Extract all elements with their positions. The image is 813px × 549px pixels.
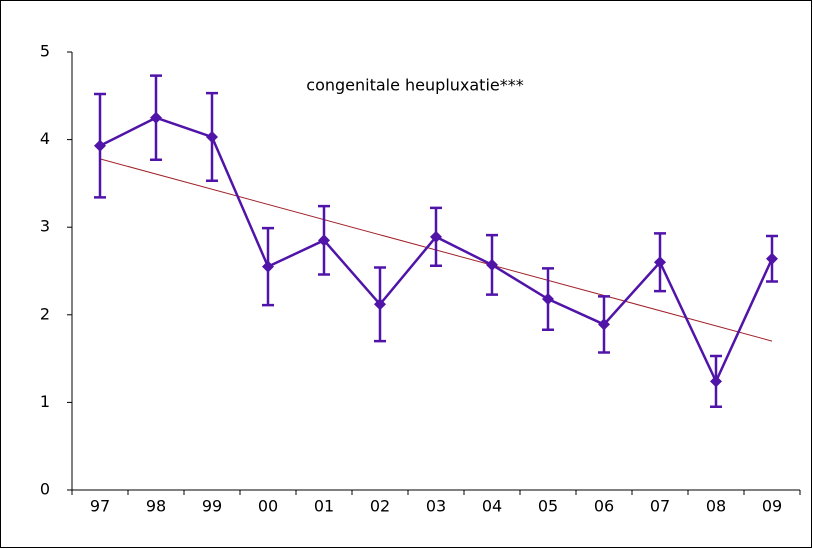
marker [598, 318, 610, 331]
y-tick-label: 1 [40, 392, 50, 411]
x-tick-label: 99 [202, 497, 222, 516]
x-tick-label: 08 [706, 497, 726, 516]
marker [150, 111, 162, 124]
marker [206, 130, 218, 143]
y-tick-label: 0 [40, 480, 50, 499]
y-tick-label: 4 [40, 129, 50, 148]
x-tick-label: 03 [426, 497, 446, 516]
marker [94, 139, 106, 152]
x-tick-label: 06 [594, 497, 614, 516]
x-tick-label: 05 [538, 497, 558, 516]
marker [654, 256, 666, 269]
marker [486, 258, 498, 271]
marker [374, 298, 386, 311]
marker [542, 293, 554, 306]
marker [318, 234, 330, 247]
x-tick-label: 97 [90, 497, 110, 516]
y-tick-label: 5 [40, 42, 50, 61]
chart-title: congenitale heupluxatie*** [306, 76, 523, 95]
marker [766, 252, 778, 265]
x-tick-label: 98 [146, 497, 166, 516]
marker [710, 375, 722, 388]
x-tick-label: 04 [482, 497, 502, 516]
y-tick-label: 3 [40, 217, 50, 236]
x-tick-label: 09 [762, 497, 782, 516]
x-tick-label: 02 [370, 497, 390, 516]
y-tick-label: 2 [40, 304, 50, 323]
x-tick-label: 07 [650, 497, 670, 516]
x-tick-label: 00 [258, 497, 278, 516]
marker [430, 230, 442, 243]
x-tick-label: 01 [314, 497, 334, 516]
marker [262, 260, 274, 273]
